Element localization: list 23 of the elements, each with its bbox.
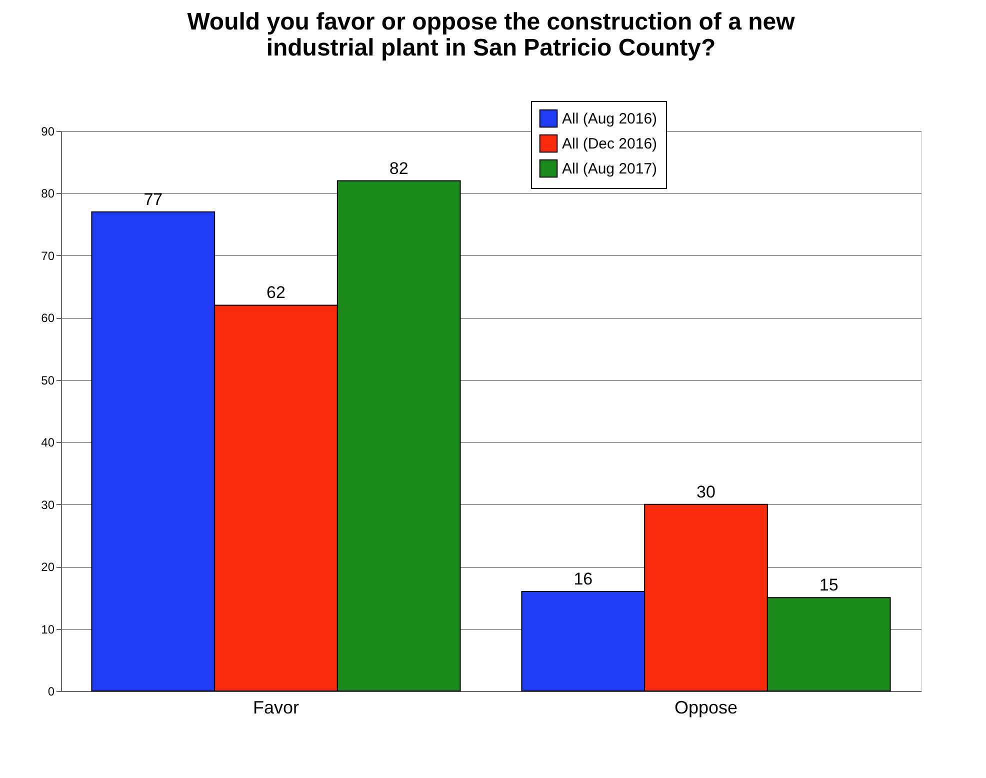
y-tick-label: 70 — [41, 248, 55, 263]
text: Would you favor or oppose the construction of a new — [187, 8, 795, 36]
y-tick-label: 60 — [41, 311, 55, 326]
legend-label: All (Aug 2016) — [562, 110, 658, 128]
text: industrial plant in San Patricio County? — [266, 34, 716, 62]
y-tick-label: 90 — [41, 124, 55, 138]
x-tick-label: Favor — [252, 698, 300, 718]
data-label: 30 — [696, 482, 716, 502]
x-tick-label: Oppose — [674, 698, 738, 718]
y-tick-label: 80 — [41, 186, 55, 201]
y-tick-label: 50 — [41, 373, 55, 388]
legend-label: All (Dec 2016) — [562, 136, 658, 152]
y-tick-label: 40 — [41, 436, 55, 450]
data-label: 77 — [144, 190, 163, 209]
y-tick-label: 10 — [41, 622, 55, 636]
y-tick-label: 30 — [41, 498, 55, 512]
data-label: 15 — [819, 576, 838, 595]
y-tick-label: 0 — [48, 684, 55, 698]
data-label: 82 — [389, 158, 408, 178]
data-label: 16 — [574, 569, 593, 588]
legend-label: All (Aug 2017) — [562, 160, 658, 178]
y-tick-label: 20 — [41, 560, 55, 574]
data-label: 62 — [266, 283, 286, 302]
